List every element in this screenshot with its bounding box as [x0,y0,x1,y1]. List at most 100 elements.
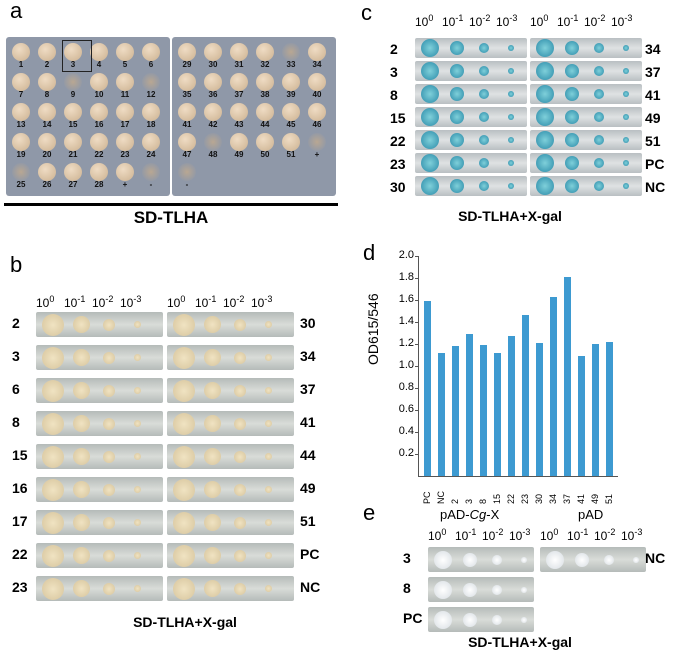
panel-c-row-label: 51 [645,133,661,149]
panel-c-spot [508,160,514,166]
plate-number: 4 [96,60,102,69]
colony [142,163,160,181]
panel-b-spot [173,511,195,534]
panel-b-spot [203,349,221,366]
colony [142,43,160,61]
panel-e-dilution-label: 10-2 [482,527,503,543]
plate-number: 15 [68,120,78,129]
panel-b-dilution-exponent: -1 [208,294,217,304]
panel-b-dilution-label: 10-3 [251,294,272,310]
panel-c-dilution-base: 10 [611,15,625,29]
panel-e-spot-strip [428,607,534,632]
panel-c-spot [450,133,464,147]
panel-b-spot [72,316,90,333]
y-tick-label: 0.2 [398,447,414,459]
panel-b-row-label: 44 [300,447,316,463]
colony [282,133,300,151]
panel-b-dilution-exponent: 0 [49,294,55,304]
panel-b-spot [264,420,272,427]
panel-b-spot [133,387,141,394]
colony [116,43,134,61]
panel-b-spot [72,382,90,399]
plate-number: 43 [234,120,244,129]
colony [64,163,82,181]
panel-c-spot-strip [415,61,527,81]
colony [142,133,160,151]
panel-b-spot [103,516,115,529]
panel-c-spot [623,68,629,74]
plate-number: 33 [286,60,296,69]
bar-15 [494,352,501,476]
panel-c-spot [479,66,489,76]
panel-c-dilution-label: 10-2 [469,13,490,29]
panel-c-spot [623,45,629,51]
panel-c-spot [508,45,514,51]
panel-b-spot [133,585,141,592]
x-tick-label: 34 [548,493,558,504]
panel-b-spot [264,354,272,361]
panel-c-spot [479,43,489,53]
panel-b-spot [103,582,115,595]
plate-number: 3 [70,60,76,69]
panel-c-row-label: 15 [390,110,406,126]
panel-c-spot [623,114,629,120]
panel-b-spot [173,577,195,600]
panel-c-spot [594,135,604,145]
panel-e-spot [575,552,589,567]
panel-b-spot-strip [36,543,163,568]
colony [90,163,108,181]
plate-number: 35 [182,90,192,99]
x-tick-label: NC [436,491,446,504]
panel-e-dilution-exponent: -3 [634,527,643,537]
panel-c-row-label: 49 [645,110,661,126]
panel-c-spot [421,62,439,80]
panel-b-row-label: 16 [12,480,28,496]
panel-b-row-label: 3 [12,348,20,364]
panel-c-spot-strip [415,176,527,196]
panel-a-right-plate: 29 30 31 32 33 34 35 36 37 38 39 40 41 42 43 44 45 46 47 48… [172,37,336,196]
colony [308,43,326,61]
panel-e-dilution-base: 10 [567,529,581,543]
panel-b-spot-strip [167,477,294,502]
panel-e-spot [521,556,527,563]
y-tick-label: 0.8 [398,381,414,393]
panel-b-spot [72,580,90,597]
panel-b-spot [103,417,115,430]
panel-e-dilution-exponent: 0 [553,527,559,537]
panel-b-spot-strip [36,378,163,403]
y-tick-label: 1.0 [398,359,414,371]
panel-b-spot [103,483,115,496]
panel-e-spot [434,580,452,599]
panel-c-spot [536,62,554,80]
panel-b-spot [103,450,115,463]
colony [230,43,248,61]
y-tick-mark [415,388,418,389]
panel-e-dilution-label: 10-1 [455,527,476,543]
panel-b-spot-strip [167,510,294,535]
colony [178,73,196,91]
panel-c-dilution-exponent: 0 [428,13,434,23]
panel-c-dilution-exponent: -2 [597,13,606,23]
colony [38,73,56,91]
x-tick-label: PC [422,491,432,504]
panel-c-spot [594,158,604,168]
panel-e-dilution-base: 10 [455,529,469,543]
colony [256,73,274,91]
panel-e-spot [521,586,527,593]
panel-c-row-label: NC [645,179,666,195]
panel-b-spot-strip [36,312,163,337]
y-tick-label: 1.2 [398,337,414,349]
panel-c-spot [594,43,604,53]
plate-number: 37 [234,90,244,99]
panel-b-row-label: 22 [12,546,28,562]
panel-b-spot [133,354,141,361]
panel-b-dilution-base: 10 [36,296,50,310]
colony [256,103,274,121]
y-tick-label: 0.4 [398,425,414,437]
panel-c-spot-strip [415,130,527,150]
colony [116,103,134,121]
panel-e-left-title: pAD-Cg-X [440,507,499,522]
panel-b-row-label: 34 [300,348,316,364]
plate-number: 8 [44,90,50,99]
panel-b-spot [173,346,195,369]
